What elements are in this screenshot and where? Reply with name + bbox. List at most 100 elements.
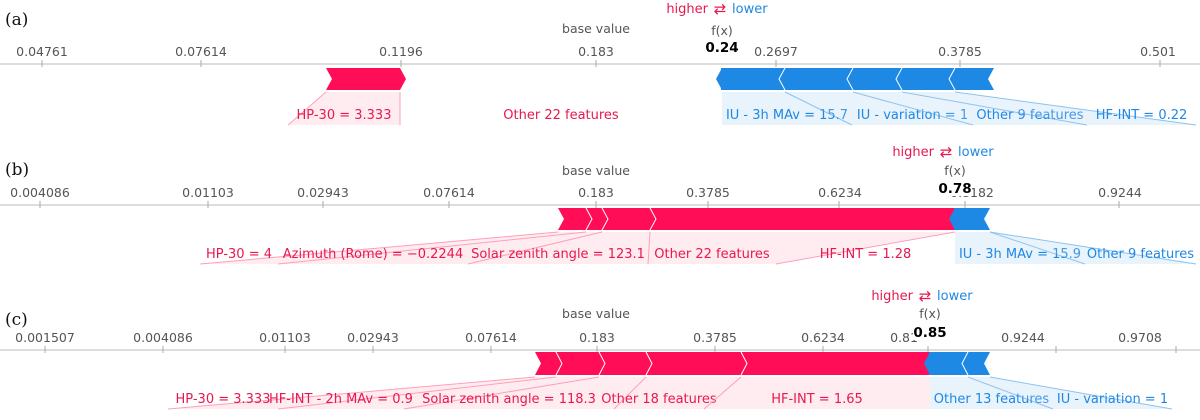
positive-label-connector [647,231,651,265]
tick-label: 0.81 [890,330,918,345]
negative-feature-segment [924,352,968,375]
positive-feature-segment [586,208,608,230]
positive-feature-label: HP-30 = 3.333 [297,108,392,123]
tick-label: 0.183 [578,185,614,200]
fx-junction [721,68,723,90]
negative-label-fan [722,92,852,125]
positive-label-connector [467,231,603,265]
legend-higher: higher [871,289,913,304]
negative-label-connector [989,376,1173,410]
positive-label-fan [278,377,599,409]
positive-feature-label: Solar zenith angle = 118.3 [422,392,596,407]
tick-label: 0.01103 [259,330,311,345]
tick-label: 0.9708 [1118,330,1162,345]
negative-feature-label: Other 9 features [976,108,1083,123]
force-plot-c: (c) higher ⇄ lower base value f(x) 0.001507 0.0… [0,287,1200,410]
positive-feature-label: HP-30 = 3.333 [176,392,271,407]
negative-label-connector [989,231,1197,265]
negative-label-connector [989,231,1086,265]
positive-feature-segment [535,352,562,375]
segment-divider [961,351,969,376]
base-value-label: base value [562,21,630,36]
tick-label: 0.183 [578,44,614,59]
tick-label: 0.9244 [1001,330,1045,345]
base-value-label: base value [562,163,630,178]
negative-label-fan [902,92,1196,125]
base-value-label: base value [562,306,630,321]
tick-label: 0.07614 [465,330,517,345]
segment-divider [585,207,593,231]
segment-divider [895,67,903,91]
positive-feature-label: Solar zenith angle = 123.1 [471,247,645,262]
negative-feature-segment [949,68,994,90]
tick-label: 0.1196 [379,44,423,59]
legend-lower: lower [732,2,768,17]
fx-value: 0.78 [938,181,971,197]
tick-label: 0.3785 [686,185,730,200]
positive-label-connector [287,91,327,126]
fx-value-bg [938,180,972,196]
segment-divider [555,351,563,376]
segment-divider [740,351,748,376]
positive-label-connector [277,376,557,410]
legend-arrows-icon: ⇄ [714,0,727,18]
tick-label: 0.6234 [818,185,862,200]
negative-label-fan [968,377,1172,409]
negative-feature-label: IU - variation = 1 [857,108,968,123]
positive-label-fan [200,232,586,264]
positive-label-connector [775,231,956,265]
positive-feature-segment [558,208,592,230]
tick-label: 0.004086 [133,330,193,345]
positive-feature-segment [599,352,652,375]
fx-label: f(x) [944,163,966,178]
fx-value-bg [913,324,947,340]
positive-label-fan [288,92,400,125]
positive-feature-label: Other 22 features [654,247,770,262]
positive-feature-segment [646,352,747,375]
panel-label: (c) [5,310,28,330]
negative-feature-segment [847,68,902,90]
fx-value-bg [705,39,739,55]
legend-arrows-icon: ⇄ [919,287,932,305]
segment-divider [598,351,606,376]
positive-feature-segment [741,352,936,375]
segment-divider [778,67,786,91]
negative-feature-segment [716,68,785,90]
positive-label-connector [703,376,742,410]
positive-feature-label: HF-INT = 1.65 [771,392,863,407]
segment-divider [948,67,956,91]
negative-label-connector [784,91,853,126]
negative-feature-label: IU - variation = 1 [1057,392,1168,407]
negative-feature-segment [896,68,955,90]
negative-feature-segment [949,208,990,230]
negative-feature-label: HF-INT = 0.22 [1096,108,1188,123]
tick-label: 0.04761 [16,44,68,59]
segment-divider [846,67,854,91]
segment-divider [649,207,657,231]
legend-arrows-icon: ⇄ [940,143,953,161]
tick-label: 0.3785 [693,330,737,345]
positive-label-fan [614,377,741,409]
legend-lower: lower [958,145,994,160]
positive-label-fan [468,232,650,264]
negative-label-fan [930,377,1053,409]
negative-feature-label: Other 9 features [1087,247,1194,262]
panel-label: (a) [5,10,28,30]
tick-label: 0.9244 [1098,185,1142,200]
negative-label-connector [901,91,1088,126]
positive-label-connector [277,231,587,265]
positive-label-connector [613,376,647,410]
panel-label: (b) [5,160,29,180]
positive-feature-label: Other 18 features [601,392,717,407]
force-plot-a: (a) higher ⇄ lower base value f(x) 0.04761 0.07… [0,0,1200,126]
tick-label: 0.2697 [754,44,798,59]
negative-label-connector [967,376,1054,410]
tick-label: 0.01103 [182,185,234,200]
fx-label: f(x) [711,23,733,38]
positive-feature-segment [556,352,605,375]
segment-divider [645,351,653,376]
fx-value: 0.85 [913,325,946,341]
positive-label-fan [404,377,646,409]
positive-label-fan [648,232,955,264]
positive-feature-label: Azimuth (Rome) = −0.2244 [283,247,463,262]
